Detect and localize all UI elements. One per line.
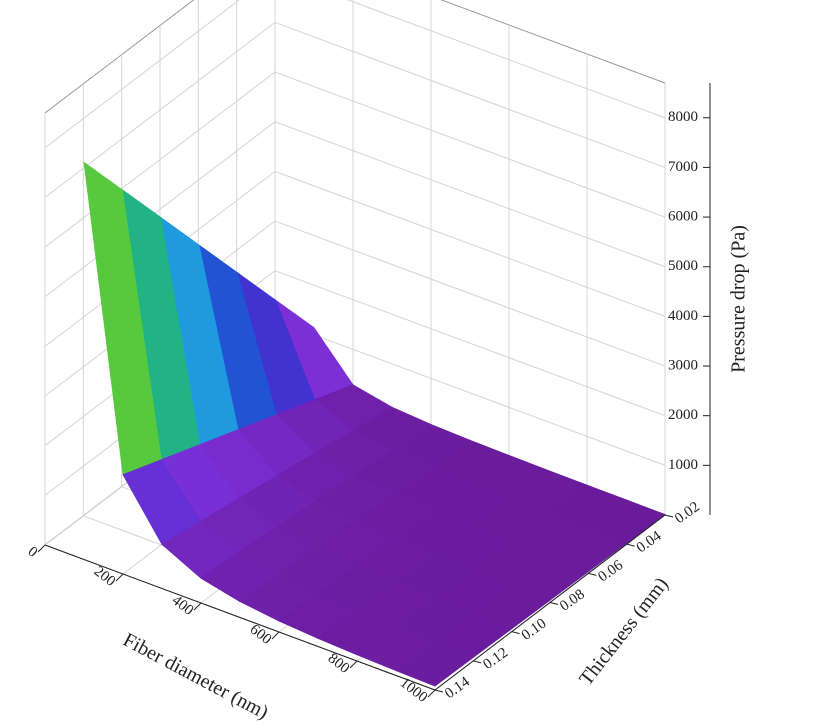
grid-line bbox=[44, 22, 276, 198]
grid-line bbox=[346, 0, 666, 119]
surface-patch bbox=[395, 641, 475, 687]
z-tick-label: 4000 bbox=[668, 308, 698, 324]
grid-line bbox=[274, 71, 666, 218]
x-axis-title: Fiber diameter (nm) bbox=[119, 629, 272, 724]
grid-line bbox=[274, 21, 666, 168]
y-tick bbox=[511, 631, 520, 635]
x-tick bbox=[115, 573, 124, 582]
x-tick bbox=[37, 544, 46, 553]
y-tick bbox=[588, 572, 597, 576]
grid-line bbox=[44, 0, 241, 149]
y-tick bbox=[434, 689, 444, 693]
z-tick-label: 3000 bbox=[668, 357, 698, 373]
x-tick bbox=[349, 660, 358, 669]
y-tick-label: 0.02 bbox=[672, 499, 703, 527]
grid-line bbox=[274, 170, 666, 317]
x-axis bbox=[44, 544, 436, 691]
y-tick bbox=[473, 660, 482, 664]
z-tick-label: 2000 bbox=[668, 407, 698, 423]
x-tick-label: 0 bbox=[25, 544, 41, 561]
grid-line bbox=[274, 121, 666, 268]
z-tick-label: 5000 bbox=[668, 258, 698, 274]
y-tick bbox=[664, 514, 674, 518]
grid-line bbox=[274, 220, 666, 367]
z-axis-title: Pressure drop (Pa) bbox=[728, 225, 750, 373]
z-tick-label: 7000 bbox=[668, 159, 698, 175]
y-axis-title: Thickness (mm) bbox=[575, 573, 673, 689]
z-tick-label: 1000 bbox=[668, 457, 698, 473]
z-tick-label: 6000 bbox=[668, 209, 698, 225]
z-tick-label: 8000 bbox=[668, 109, 698, 125]
x-tick bbox=[193, 602, 202, 611]
grid-line bbox=[44, 71, 276, 248]
grid-line bbox=[274, 319, 666, 466]
y-tick bbox=[626, 543, 635, 547]
x-tick bbox=[427, 689, 436, 698]
x-tick bbox=[271, 631, 280, 640]
y-tick bbox=[549, 602, 559, 605]
grid-line bbox=[274, 270, 666, 417]
grid-line bbox=[44, 121, 276, 298]
